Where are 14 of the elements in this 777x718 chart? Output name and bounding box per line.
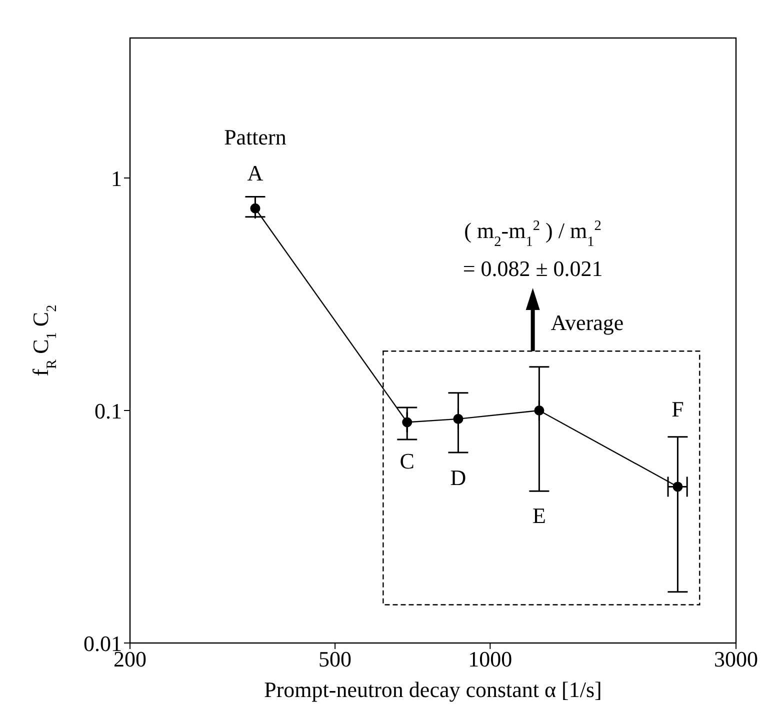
annotation: A [247, 160, 264, 186]
x-tick-label: 500 [318, 646, 352, 672]
annotation: = 0.082 ± 0.021 [462, 256, 603, 281]
x-tick-label: 3000 [714, 646, 758, 672]
annotation: Average [550, 310, 624, 335]
y-tick-label: 1 [111, 166, 122, 191]
x-axis-title: Prompt-neutron decay constant α [1/s] [264, 677, 602, 702]
annotation: C [400, 448, 414, 474]
annotation: Pattern [224, 124, 286, 150]
annotation: E [532, 503, 546, 528]
x-tick-label: 1000 [468, 646, 512, 672]
y-tick-label: 0.1 [94, 398, 122, 424]
annotation: D [450, 464, 466, 490]
annotation: F [672, 396, 684, 422]
